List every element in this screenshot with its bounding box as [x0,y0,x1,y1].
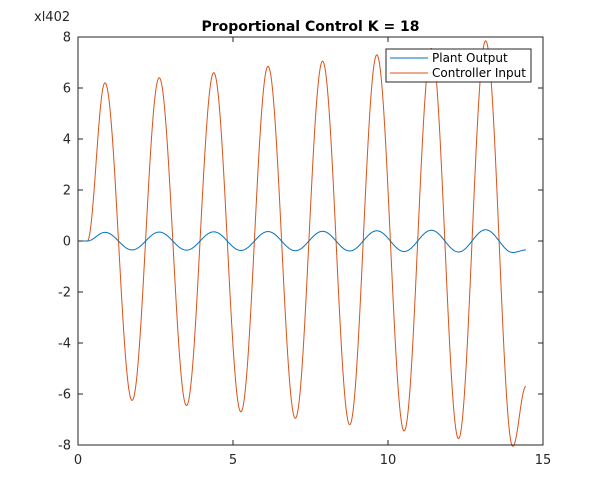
y-tick-label: 4 [63,133,71,148]
series-line-controller-input [78,40,527,447]
ticks-layer: 0 5 10 15 -8 -6 -4 -2 0 2 4 6 8 [58,31,551,469]
chart-title: Proportional Control K = 18 [201,19,419,35]
axes-box [77,36,544,446]
series-layer [78,40,527,447]
plot-area [78,37,543,445]
x-tick-label: 15 [535,453,552,468]
x-tick-label: 0 [74,453,82,468]
y-tick-label: -4 [58,337,71,352]
y-tick-label: 8 [63,31,71,46]
y-tick-label: -8 [58,439,71,454]
y-tick-label: 2 [63,184,71,199]
legend-box [385,48,532,83]
y-tick-label: 0 [63,235,71,250]
y-tick-label: -2 [58,286,71,301]
legend: Plant Output Controller Input [385,48,532,83]
legend-label-controller-input: Controller Input [432,66,526,80]
y-tick-label: 6 [63,82,71,97]
x-tick-label: 10 [380,453,397,468]
y-tick-label: -6 [58,388,71,403]
corner-label: xl402 [34,10,70,25]
legend-label-plant-output: Plant Output [432,51,508,65]
x-tick-label: 5 [229,453,237,468]
series-line-plant-output [78,229,526,253]
